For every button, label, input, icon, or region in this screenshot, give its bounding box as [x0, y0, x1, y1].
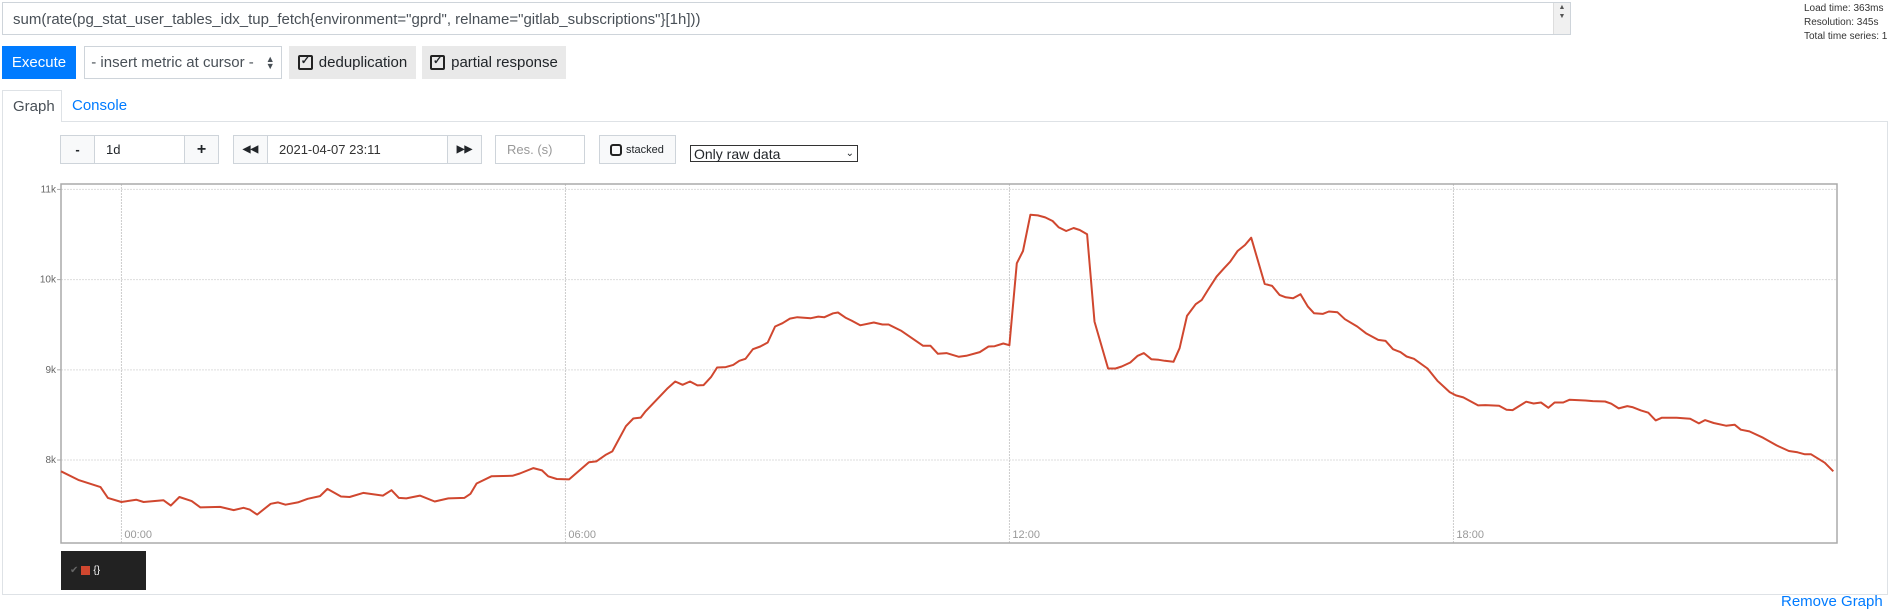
- x-tick-label: 06:00: [568, 529, 596, 541]
- x-tick-label: 18:00: [1456, 529, 1484, 541]
- data-mode-select[interactable]: Only raw data ⌄: [690, 145, 858, 162]
- partial-response-checkbox[interactable]: ✓ partial response: [422, 46, 566, 79]
- fast-forward-icon[interactable]: ▶▶: [447, 135, 482, 164]
- range-increase-button[interactable]: +: [184, 135, 219, 164]
- insert-metric-select[interactable]: - insert metric at cursor - ▲ ▼: [84, 46, 282, 79]
- checkbox-unchecked-icon: [610, 143, 622, 156]
- stacked-toggle[interactable]: stacked: [599, 135, 676, 164]
- y-tick-label: 11k: [41, 184, 57, 195]
- tab-console[interactable]: Console: [72, 97, 128, 114]
- remove-graph-link[interactable]: Remove Graph: [1781, 593, 1883, 610]
- deduplication-label: deduplication: [318, 54, 408, 71]
- execute-button[interactable]: Execute: [2, 46, 76, 79]
- tab-graph[interactable]: Graph: [2, 90, 62, 122]
- range-decrease-button[interactable]: -: [60, 135, 95, 164]
- rewind-icon[interactable]: ◀◀: [233, 135, 268, 164]
- legend-color-swatch: [81, 566, 91, 575]
- resolution: Resolution: 345s: [1804, 17, 1879, 28]
- checkbox-checked-icon: ✓: [430, 55, 446, 70]
- deduplication-checkbox[interactable]: ✓ deduplication: [289, 46, 416, 79]
- total-time-series: Total time series: 1: [1804, 31, 1888, 42]
- legend-check-icon: ✔: [70, 565, 79, 576]
- legend[interactable]: ✔ {}: [61, 551, 146, 590]
- plot-frame: [60, 183, 1838, 544]
- y-tick-label: 9k: [45, 365, 57, 376]
- chevron-down-icon: ⌄: [845, 148, 854, 159]
- insert-metric-label: - insert metric at cursor -: [91, 54, 254, 71]
- y-tick-label: 8k: [45, 455, 57, 466]
- partial-response-label: partial response: [451, 54, 558, 71]
- series-line: [60, 213, 1835, 516]
- chart-grid: [61, 184, 1837, 543]
- query-input[interactable]: sum(rate(pg_stat_user_tables_idx_tup_fet…: [2, 2, 1571, 35]
- resolution-input[interactable]: Res. (s): [495, 135, 585, 164]
- query-scrollbar[interactable]: ▲ ▼: [1553, 3, 1570, 34]
- legend-series-label[interactable]: {}: [93, 565, 101, 576]
- select-arrows-icon: ▲ ▼: [265, 53, 275, 71]
- checkbox-checked-icon: ✓: [297, 55, 313, 70]
- y-tick-label: 10k: [40, 275, 57, 286]
- load-time: Load time: 363ms: [1804, 3, 1884, 14]
- data-mode-value: Only raw data: [694, 145, 781, 162]
- stacked-label: stacked: [626, 143, 664, 156]
- x-tick-label: 00:00: [124, 529, 152, 541]
- x-tick-label: 12:00: [1012, 529, 1040, 541]
- graph-panel: [2, 121, 1888, 595]
